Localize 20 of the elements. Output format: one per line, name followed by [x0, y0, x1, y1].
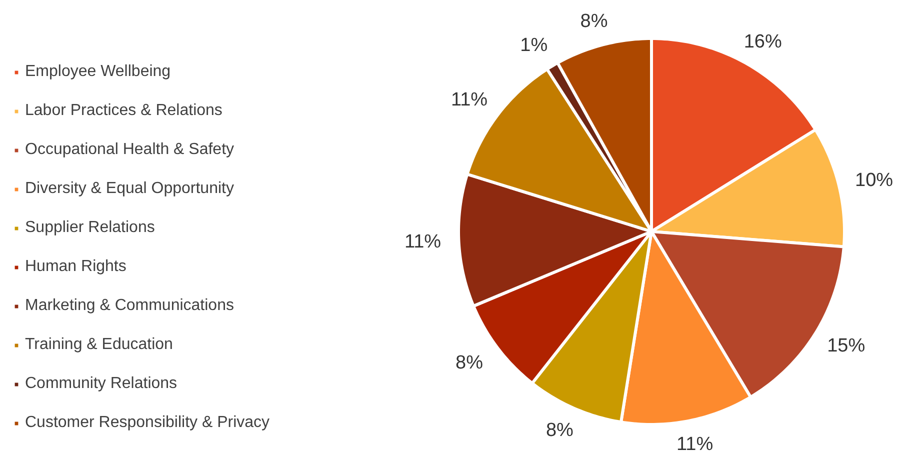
data-label: 8%	[456, 352, 484, 374]
legend-label: Marketing & Communications	[25, 297, 234, 315]
legend-label: Training & Education	[25, 336, 173, 354]
legend-label: Employee Wellbeing	[25, 63, 171, 81]
legend-label: Diversity & Equal Opportunity	[25, 180, 234, 198]
legend-label: Human Rights	[25, 258, 126, 276]
legend-label: Community Relations	[25, 375, 178, 393]
data-label: 11%	[404, 231, 442, 252]
legend-label: Labor Practices & Relations	[25, 102, 222, 120]
legend-label: Supplier Relations	[25, 219, 155, 237]
legend-label: Customer Responsibility & Privacy	[25, 414, 270, 432]
data-label: 10%	[855, 170, 894, 191]
data-label: 8%	[580, 10, 608, 32]
data-label: 16%	[744, 31, 782, 52]
data-label: 8%	[546, 420, 574, 441]
legend-label: Occupational Health & Safety	[25, 141, 234, 159]
data-label: 11%	[450, 90, 488, 111]
data-label: 11%	[676, 434, 714, 456]
data-label: 1%	[520, 34, 548, 56]
data-label: 15%	[827, 335, 866, 356]
